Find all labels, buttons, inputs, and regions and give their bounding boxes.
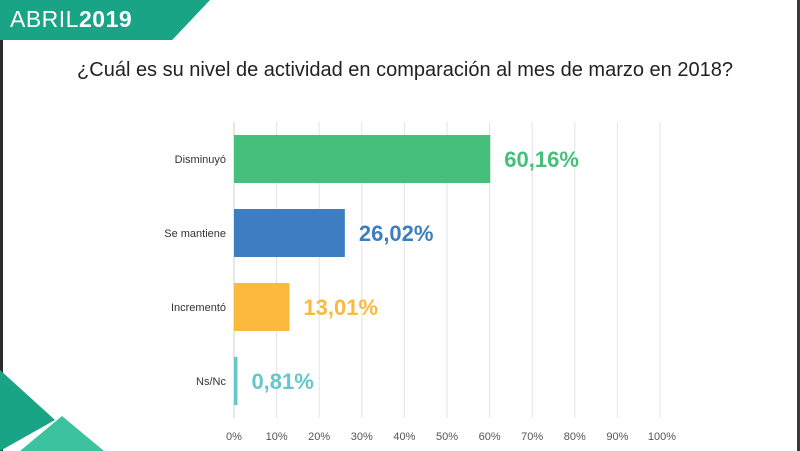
x-tick-label-0: 0%: [226, 431, 242, 443]
x-tick-label-8: 80%: [564, 431, 586, 443]
date-badge-text: ABRIL2019: [10, 6, 132, 33]
bar-0: [234, 135, 491, 183]
value-label-3: 0,81%: [251, 369, 313, 394]
x-tick-label-3: 30%: [351, 431, 373, 443]
chart-value-labels: 60,16% 26,02% 13,01% 0,81%: [251, 147, 578, 394]
x-tick-label-5: 50%: [436, 431, 458, 443]
window-frame-left: [0, 0, 3, 451]
category-label-1: Se mantiene: [164, 228, 226, 240]
window-frame-right: [797, 0, 800, 451]
corner-decoration: [0, 370, 104, 451]
chart-tick-labels: 0% 10% 20% 30% 40% 50% 60% 70% 80% 90% 100%: [226, 431, 676, 443]
date-badge: [0, 0, 210, 40]
x-tick-label-7: 70%: [521, 431, 543, 443]
x-tick-label-2: 20%: [308, 431, 330, 443]
value-label-1: 26,02%: [359, 221, 434, 246]
badge-month: ABRIL: [10, 6, 79, 32]
value-label-2: 13,01%: [303, 295, 378, 320]
x-tick-label-10: 100%: [648, 431, 676, 443]
x-tick-label-4: 40%: [393, 431, 415, 443]
category-label-3: Ns/Nc: [196, 376, 226, 388]
value-label-0: 60,16%: [504, 147, 579, 172]
chart-title: ¿Cuál es su nivel de actividad en compar…: [77, 59, 733, 81]
chart-bars: [234, 135, 491, 405]
x-tick-label-6: 60%: [479, 431, 501, 443]
bar-2: [234, 283, 290, 331]
bar-3: [234, 357, 238, 405]
chart-category-labels: Disminuyó Se mantiene Incrementó Ns/Nc: [164, 154, 226, 388]
corner-triangle-left: [0, 370, 55, 451]
corner-triangle-right: [20, 416, 104, 451]
x-tick-label-1: 10%: [266, 431, 288, 443]
category-label-0: Disminuyó: [175, 154, 226, 166]
category-label-2: Incrementó: [171, 302, 226, 314]
badge-year: 2019: [78, 6, 133, 32]
x-tick-label-9: 90%: [606, 431, 628, 443]
bar-1: [234, 209, 345, 257]
